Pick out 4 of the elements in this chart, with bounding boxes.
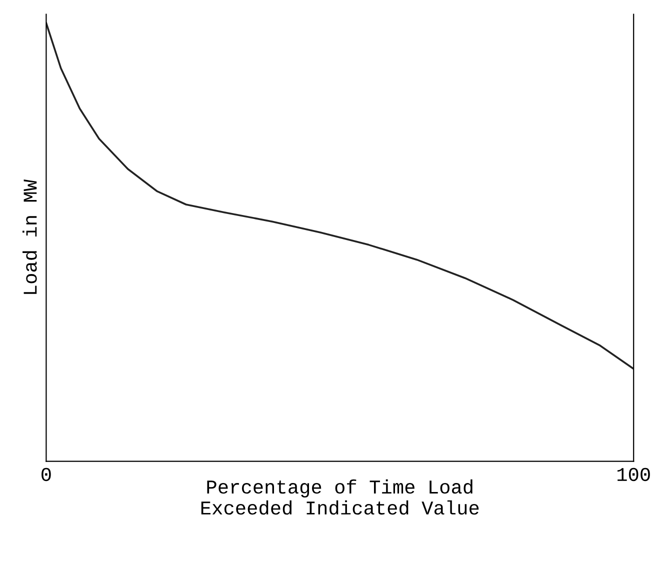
x-tick-label: 100 [618, 468, 650, 482]
x-axis-title: Percentage of Time Load Exceeded Indicated Value [201, 479, 479, 515]
x-tick-label: 0 [42, 468, 51, 482]
y-axis-title: Load in MW [22, 179, 37, 294]
